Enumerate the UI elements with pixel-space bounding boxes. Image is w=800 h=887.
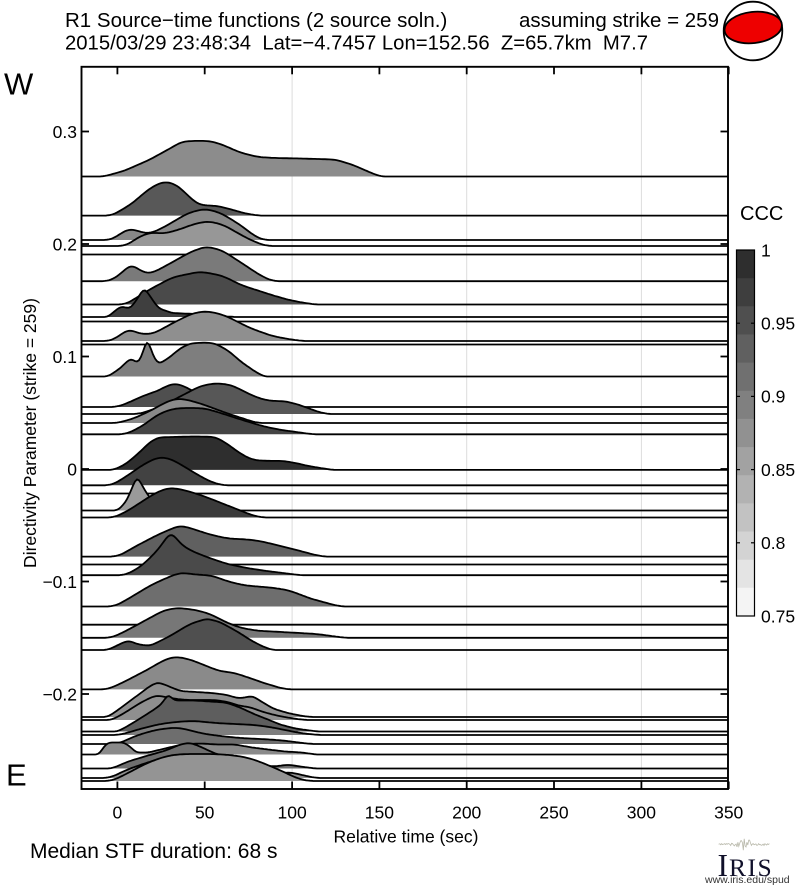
svg-text:100: 100 [277,803,306,823]
svg-text:0.3: 0.3 [53,122,77,142]
svg-text:2015/03/29 23:48:34 Lat=−4.74: 2015/03/29 23:48:34 Lat=−4.7457 Lon=152.… [65,33,648,55]
svg-text:IRIS: IRIS [718,848,774,883]
svg-text:−0.2: −0.2 [42,684,77,704]
svg-text:0.1: 0.1 [53,347,77,367]
svg-text:0.75: 0.75 [761,606,795,626]
svg-text:300: 300 [627,803,656,823]
svg-text:Median STF duration: 68 s: Median STF duration: 68 s [30,840,277,863]
svg-text:assuming strike = 259: assuming strike = 259 [519,9,719,32]
svg-text:350: 350 [714,803,743,823]
svg-text:50: 50 [195,803,215,823]
svg-text:200: 200 [452,803,481,823]
svg-text:−0.1: −0.1 [42,572,77,592]
svg-text:250: 250 [539,803,568,823]
svg-text:R1 Source−time functions (2 so: R1 Source−time functions (2 source soln.… [65,9,447,32]
svg-text:1: 1 [761,240,771,260]
svg-text:0.2: 0.2 [53,234,77,254]
svg-text:E: E [6,758,27,793]
svg-text:0: 0 [113,803,123,823]
svg-text:www.iris.edu/spud: www.iris.edu/spud [704,874,790,886]
svg-text:0.9: 0.9 [761,387,785,407]
svg-text:150: 150 [365,803,394,823]
svg-text:0: 0 [67,459,77,479]
svg-text:W: W [4,67,34,102]
svg-text:Directivity Parameter (strike: Directivity Parameter (strike = 259) [20,298,40,568]
svg-text:CCC: CCC [740,203,783,225]
svg-text:0.8: 0.8 [761,533,785,553]
svg-text:0.95: 0.95 [761,314,795,334]
svg-text:0.85: 0.85 [761,460,795,480]
svg-text:Relative time (sec): Relative time (sec) [334,827,479,847]
